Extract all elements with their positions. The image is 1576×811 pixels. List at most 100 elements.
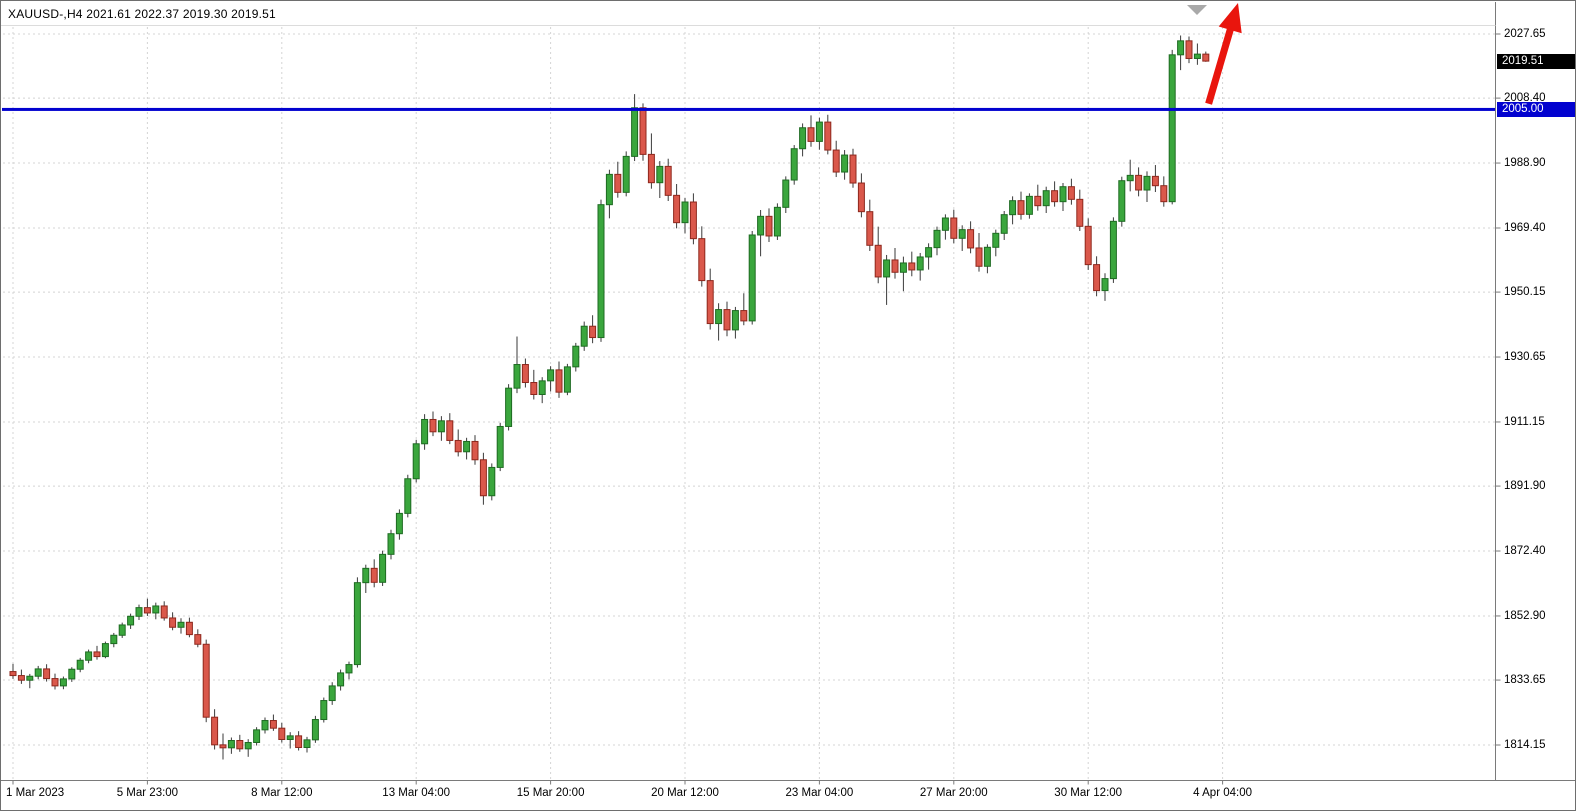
candle-body [17,675,25,681]
candle-body [110,634,118,645]
candle [757,210,765,257]
price-axis[interactable]: 2005.00 2019.51 2027.65 2008.40 1988.90 196… [1496,1,1575,781]
candle-body [967,229,975,249]
candle [236,734,244,752]
time-axis[interactable]: 1 Mar 2023 5 Mar 23:00 8 Mar 12:00 13 Mar 0… [1,781,1575,810]
candle-body [891,259,899,273]
candle-body [269,720,277,729]
candle-body [664,165,672,196]
candle-body [253,729,261,744]
candle-body [925,247,933,258]
candle [647,133,655,189]
candle-body [370,567,378,583]
candle-body [765,215,773,237]
candle-body [412,443,420,480]
candle-body [983,246,991,267]
candle [387,529,395,560]
candle-body [227,740,235,749]
candle-body [513,364,521,389]
candle [916,252,924,281]
time-axis-label: 4 Apr 04:00 [1193,787,1253,799]
current-price-badge: 2019.51 [1497,53,1575,69]
candle-body [521,364,529,384]
candle-body [656,165,664,184]
candle-body [857,182,865,213]
candle [538,377,546,404]
candle [1093,256,1101,297]
candle-body [866,211,874,246]
candle [631,94,639,162]
candle-body [832,149,840,173]
candle [950,209,958,244]
candle-body [723,309,731,331]
candle-body [547,369,555,382]
candle [1160,176,1168,207]
candle [93,645,101,660]
candle-body [404,478,412,514]
hline-price-badge: 2005.00 [1497,101,1575,117]
candle [253,727,261,746]
axis-frame-layer [1,2,1575,785]
candle [547,366,555,392]
candle [597,199,605,342]
candle [580,321,588,351]
horizontal-line-2005[interactable] [2,107,1496,111]
candle-body [387,533,395,555]
candle-body [177,621,185,628]
candle [43,664,51,682]
candle [311,715,319,743]
candle-body [127,615,135,626]
candle-body [849,154,857,184]
candle-body [908,262,916,271]
candle [1202,51,1210,62]
candle [34,665,42,680]
candle [1034,184,1042,211]
candle-body [555,369,563,393]
candle [404,474,412,518]
candle-body [463,440,471,453]
time-axis-label: 15 Mar 20:00 [516,787,585,799]
candle-body [143,607,151,614]
candle-body [219,744,227,749]
candle-body [689,201,697,240]
price-axis-label: 1872.40 [1504,545,1546,557]
candle [572,342,580,372]
chart-shift-marker-icon[interactable] [1187,5,1207,15]
candle-body [68,668,76,680]
candle [211,709,219,750]
candle-body [1126,174,1134,182]
candle-body [152,605,160,614]
candle [177,618,185,634]
candle-body [790,148,798,181]
candle [605,169,613,219]
candle [328,682,336,705]
candle-body [471,440,479,461]
candle-body [1093,264,1101,292]
candle-body [454,439,462,453]
time-axis-label: 13 Mar 04:00 [382,787,451,799]
candle [1135,167,1143,197]
candle [967,221,975,254]
candle-body [236,740,244,750]
red-up-arrow-annotation[interactable] [1205,3,1242,105]
candle-body [698,238,706,282]
candle-body [488,466,496,497]
candle [992,229,1000,257]
candle-body [580,325,588,347]
candle-body [1135,174,1143,191]
candle-body [446,420,454,441]
candle-body [9,671,17,677]
candle-body [538,380,546,395]
candle [76,657,84,673]
candle [899,256,907,292]
candle-body [773,206,781,237]
candle-body [185,621,193,636]
candle [1009,196,1017,225]
candle-body [1168,54,1176,203]
price-axis-label: 1814.15 [1504,739,1546,751]
candle-body [202,643,210,718]
candle [1151,165,1159,193]
candle [320,697,328,723]
